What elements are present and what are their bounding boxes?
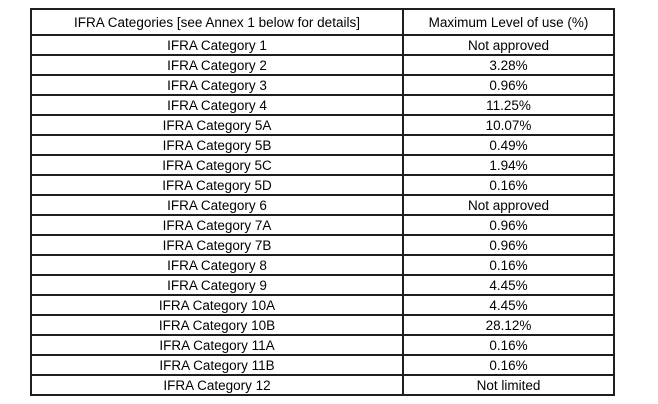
table-row: IFRA Category 8 0.16% — [30, 254, 615, 276]
table-row: IFRA Category 2 3.28% — [30, 54, 615, 76]
ifra-categories-table: IFRA Categories [see Annex 1 below for d… — [30, 8, 615, 396]
value-cell: 10.07% — [402, 114, 615, 136]
table-row: IFRA Category 5B 0.49% — [30, 134, 615, 156]
table-row: IFRA Category 12 Not limited — [30, 374, 615, 396]
value-cell: Not approved — [402, 34, 615, 56]
table-row: IFRA Category 7B 0.96% — [30, 234, 615, 256]
category-cell: IFRA Category 5B — [30, 134, 404, 156]
category-cell: IFRA Category 2 — [30, 54, 404, 76]
table-row: IFRA Category 7A 0.96% — [30, 214, 615, 236]
value-cell: 11.25% — [402, 94, 615, 116]
value-cell: 0.49% — [402, 134, 615, 156]
category-cell: IFRA Category 5A — [30, 114, 404, 136]
value-cell: 0.16% — [402, 354, 615, 376]
category-cell: IFRA Category 11A — [30, 334, 404, 356]
table-row: IFRA Category 11B 0.16% — [30, 354, 615, 376]
value-cell: 0.96% — [402, 234, 615, 256]
value-cell: 28.12% — [402, 314, 615, 336]
header-row: IFRA Categories [see Annex 1 below for d… — [30, 8, 615, 36]
category-cell: IFRA Category 7B — [30, 234, 404, 256]
table-row: IFRA Category 5C 1.94% — [30, 154, 615, 176]
table-row: IFRA Category 5A 10.07% — [30, 114, 615, 136]
value-cell: 0.16% — [402, 254, 615, 276]
value-cell: 0.96% — [402, 74, 615, 96]
table-row: IFRA Category 1 Not approved — [30, 34, 615, 56]
value-cell: 1.94% — [402, 154, 615, 176]
value-cell: Not approved — [402, 194, 615, 216]
category-cell: IFRA Category 7A — [30, 214, 404, 236]
table-row: IFRA Category 3 0.96% — [30, 74, 615, 96]
table-row: IFRA Category 10B 28.12% — [30, 314, 615, 336]
category-cell: IFRA Category 10A — [30, 294, 404, 316]
value-cell: 0.16% — [402, 174, 615, 196]
category-cell: IFRA Category 12 — [30, 374, 404, 396]
category-cell: IFRA Category 6 — [30, 194, 404, 216]
column-header-categories: IFRA Categories [see Annex 1 below for d… — [30, 8, 404, 36]
table-row: IFRA Category 9 4.45% — [30, 274, 615, 296]
table-row: IFRA Category 4 11.25% — [30, 94, 615, 116]
category-cell: IFRA Category 9 — [30, 274, 404, 296]
category-cell: IFRA Category 5C — [30, 154, 404, 176]
category-cell: IFRA Category 10B — [30, 314, 404, 336]
value-cell: 4.45% — [402, 274, 615, 296]
value-cell: 4.45% — [402, 294, 615, 316]
table-row: IFRA Category 11A 0.16% — [30, 334, 615, 356]
table-row: IFRA Category 5D 0.16% — [30, 174, 615, 196]
value-cell: 0.96% — [402, 214, 615, 236]
value-cell: 0.16% — [402, 334, 615, 356]
table-row: IFRA Category 6 Not approved — [30, 194, 615, 216]
category-cell: IFRA Category 3 — [30, 74, 404, 96]
category-cell: IFRA Category 11B — [30, 354, 404, 376]
category-cell: IFRA Category 1 — [30, 34, 404, 56]
category-cell: IFRA Category 5D — [30, 174, 404, 196]
value-cell: Not limited — [402, 374, 615, 396]
category-cell: IFRA Category 8 — [30, 254, 404, 276]
value-cell: 3.28% — [402, 54, 615, 76]
table-body: IFRA Category 1 Not approved IFRA Catego… — [30, 34, 615, 396]
category-cell: IFRA Category 4 — [30, 94, 404, 116]
table-row: IFRA Category 10A 4.45% — [30, 294, 615, 316]
column-header-max-level: Maximum Level of use (%) — [402, 8, 615, 36]
